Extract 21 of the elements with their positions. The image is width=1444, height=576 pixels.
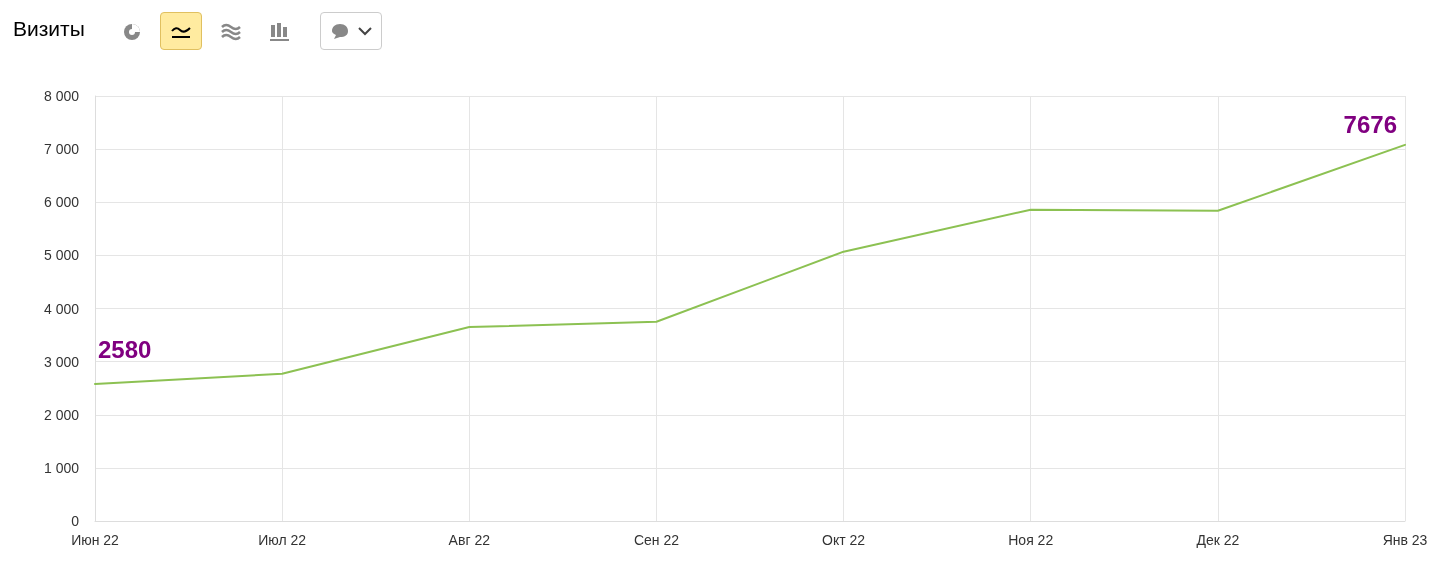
x-tick-label: Янв 23 (1382, 532, 1428, 548)
x-tick-label: Июн 22 (71, 532, 120, 548)
x-tick-label: Июл 22 (258, 532, 307, 548)
y-tick-label: 4 000 (43, 300, 80, 317)
y-tick-label: 2 000 (43, 406, 80, 423)
y-tick-label: 3 000 (43, 353, 80, 370)
x-tick-label: Дек 22 (1196, 532, 1240, 548)
y-tick-label: 8 000 (43, 88, 80, 104)
y-tick-label: 6 000 (43, 194, 80, 211)
x-tick-label: Авг 22 (448, 532, 491, 548)
y-tick-label: 7 000 (43, 141, 80, 158)
y-tick-label: 1 000 (43, 459, 80, 476)
x-tick-label: Окт 22 (822, 532, 866, 548)
y-tick-label: 0 (71, 513, 80, 529)
x-tick-label: Ноя 22 (1008, 532, 1054, 548)
x-tick-label: Сен 22 (633, 532, 680, 548)
line-series (94, 143, 1406, 385)
chart-title: Визиты (13, 17, 85, 41)
y-tick-label: 5 000 (43, 247, 80, 264)
annotation: 2580 (98, 336, 152, 364)
annotation: 7676 (1343, 111, 1397, 139)
